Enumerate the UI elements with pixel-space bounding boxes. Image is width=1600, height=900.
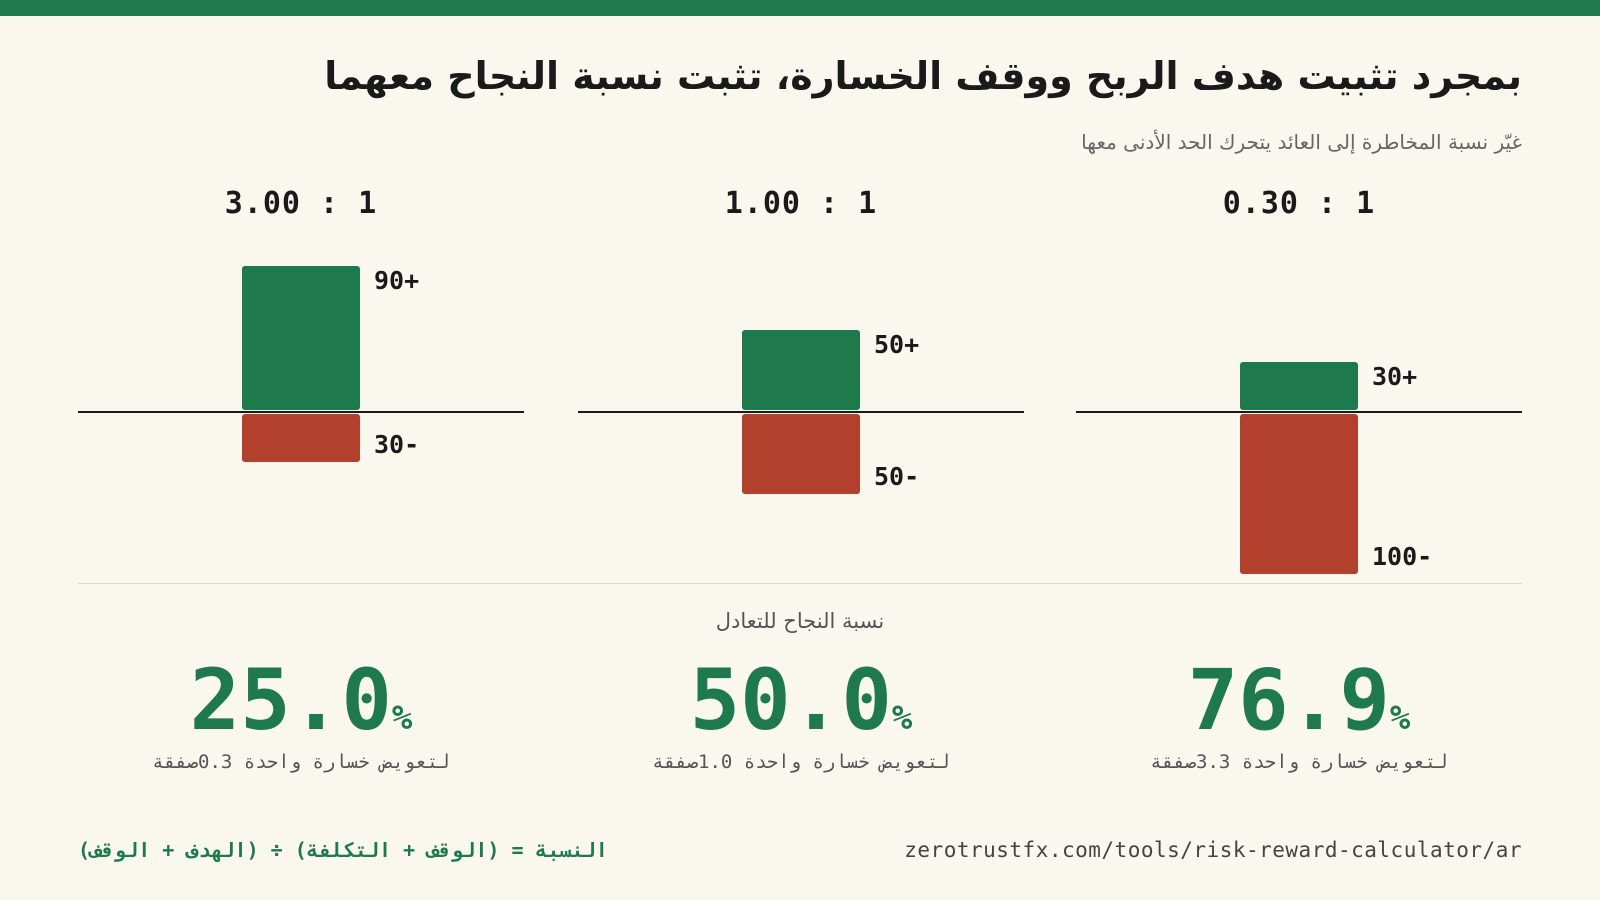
loss-value-label: 50-	[874, 462, 920, 491]
breakeven-percentage: 50.0%	[578, 650, 1024, 774]
breakeven-percentage: 76.9%	[1076, 650, 1522, 774]
ratio-label: 0.30 : 1	[1222, 186, 1376, 221]
win-value-label: 30+	[1372, 362, 1418, 391]
loss-bar	[1240, 413, 1358, 574]
zero-baseline	[78, 411, 524, 413]
loss-bar	[742, 413, 860, 494]
page-subtitle: غيّر نسبة المخاطرة إلى العائد يتحرك الحد…	[1081, 130, 1522, 154]
win-bar	[1240, 362, 1358, 410]
ratio-label: 1.00 : 1	[724, 186, 878, 221]
formula-text: النسبة = (الوقف + التكلفة) ÷ (الهدف + ال…	[78, 838, 608, 862]
breakeven-value: 25.0	[189, 651, 392, 749]
ratio-panel: 1.00 : 1 50+ 50- 50.0% لتعويض خسارة واحد…	[578, 0, 1024, 900]
ratio-label: 3.00 : 1	[224, 186, 378, 221]
trades-to-recover-note: لتعويض خسارة واحدة 1.0صفقة	[652, 751, 950, 773]
trades-to-recover-note: لتعويض خسارة واحدة 3.3صفقة	[1150, 751, 1448, 773]
percent-sign: %	[891, 698, 913, 738]
breakeven-value: 50.0	[689, 651, 892, 749]
loss-value-label: 100-	[1372, 542, 1433, 571]
percent-sign: %	[391, 698, 413, 738]
top-accent-bar	[0, 0, 1600, 16]
ratio-panel: 0.30 : 1 30+ 100- 76.9% لتعويض خسارة واح…	[1076, 0, 1522, 900]
win-bar	[742, 330, 860, 410]
percent-sign: %	[1389, 698, 1411, 738]
page-title: بمجرد تثبيت هدف الربح ووقف الخسارة، تثبت…	[324, 54, 1522, 98]
loss-bar	[242, 413, 360, 462]
loss-value-label: 30-	[374, 430, 420, 459]
ratio-panel: 3.00 : 1 90+ 30- 25.0% لتعويض خسارة واحد…	[78, 0, 524, 900]
win-value-label: 50+	[874, 330, 920, 359]
section-divider	[78, 583, 1522, 584]
breakeven-value: 76.9	[1187, 651, 1390, 749]
win-value-label: 90+	[374, 266, 420, 295]
source-url: zerotrustfx.com/tools/risk-reward-calcul…	[904, 838, 1522, 862]
zero-baseline	[578, 411, 1024, 413]
win-bar	[242, 266, 360, 410]
trades-to-recover-note: لتعويض خسارة واحدة 0.3صفقة	[152, 751, 450, 773]
breakeven-section-label: نسبة النجاح للتعادل	[715, 609, 885, 633]
breakeven-percentage: 25.0%	[78, 650, 524, 774]
zero-baseline	[1076, 411, 1522, 413]
